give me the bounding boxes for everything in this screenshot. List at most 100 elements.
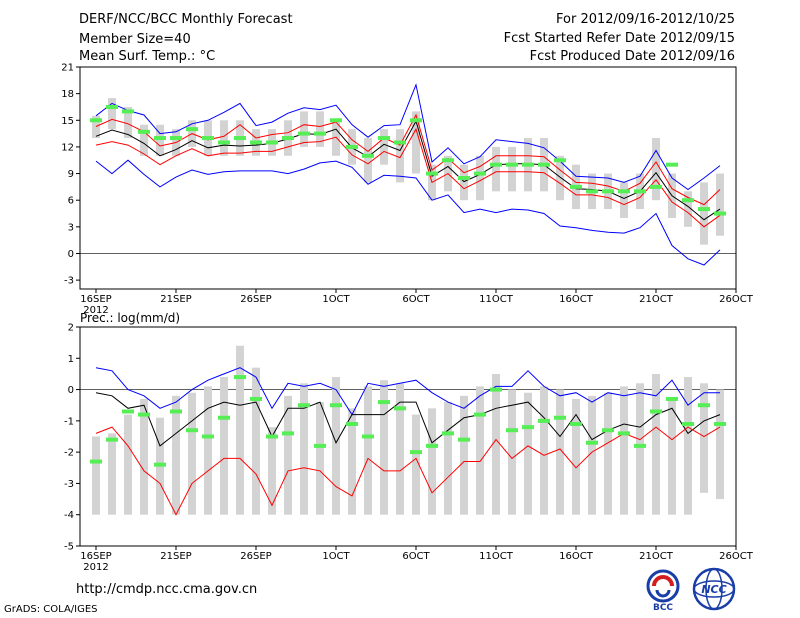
median-marker [394,406,406,411]
bcc-logo: BCC [646,569,680,612]
y-tick-label: -5 [64,542,74,553]
median-marker [458,437,470,442]
median-marker [314,131,326,136]
range-bar [652,373,660,515]
range-bar [460,395,468,515]
x-tick-year-label: 2012 [83,562,108,573]
range-bar [444,402,452,515]
median-marker [122,109,134,114]
median-marker [714,421,726,426]
range-bar [700,182,708,245]
median-marker [426,171,438,176]
y-tick-label: 9 [68,169,74,180]
median-marker [266,434,278,439]
median-marker [602,189,614,194]
range-bar [300,111,308,147]
y-tick-label: 3 [68,222,74,233]
range-bar [140,398,148,515]
median-marker [346,421,358,426]
median-marker [410,118,422,123]
series-line-mean [95,392,721,447]
median-marker [202,434,214,439]
x-tick-label: 26OCT [719,551,754,562]
range-bar [652,138,660,201]
median-marker [426,443,438,448]
plot-frame [79,326,737,547]
median-marker [554,158,566,163]
median-marker [538,418,550,423]
range-bar [524,392,532,515]
range-bar [588,395,596,515]
median-marker [474,171,486,176]
series-line-lower [95,159,721,266]
y-tick-label: -3 [64,276,74,287]
median-marker [522,162,534,167]
range-bar [156,124,164,156]
median-marker [170,409,182,414]
panel-title: Prec.: log(mm/d) [80,311,180,325]
x-tick-year-label: 2012 [83,305,108,316]
range-bar [380,380,388,515]
y-tick-label: 12 [61,142,74,153]
median-marker [298,403,310,408]
median-marker [506,162,518,167]
x-tick-label: 21SEP [160,294,191,305]
range-bar [348,408,356,515]
range-bar [428,408,436,515]
range-bar [508,146,516,192]
range-bar [460,164,468,201]
source-url[interactable]: http://cmdp.ncc.cma.gov.cn [76,582,258,597]
x-tick-label: 11OCT [479,551,514,562]
median-marker [666,162,678,167]
x-tick-label: 21OCT [639,294,674,305]
range-bar [476,155,484,201]
median-marker [346,144,358,149]
y-tick-label: 15 [61,116,74,127]
median-marker [378,400,390,405]
range-bar [140,124,148,156]
median-marker [282,431,294,436]
range-bar [620,182,628,218]
range-bar [364,386,372,515]
range-bar [684,377,692,515]
series-line-upper_mid [95,113,721,206]
x-tick-label: 16SEP [80,551,111,562]
median-marker [554,415,566,420]
range-bar [92,436,100,515]
range-bar [268,427,276,515]
range-bar [492,373,500,515]
median-marker [362,153,374,158]
y-tick-label: 0 [68,249,74,260]
forecast-period: For 2012/09/16-2012/10/25 [556,12,735,27]
x-tick-label: 21OCT [639,551,674,562]
median-marker [122,409,134,414]
range-bar [508,389,516,515]
median-marker [362,434,374,439]
x-tick-label: 16SEP [80,294,111,305]
range-bar [716,389,724,500]
median-marker [266,140,278,145]
range-bar [620,386,628,515]
median-marker [634,189,646,194]
range-bar [380,129,388,165]
x-tick-label: 21SEP [160,551,191,562]
range-bar [684,191,692,227]
median-marker [522,425,534,430]
range-bar [300,383,308,515]
median-marker [106,437,118,442]
median-marker [442,158,454,163]
median-marker [186,127,198,132]
range-bar [236,345,244,515]
software-credit: GrADS: COLA/IGES [4,604,98,615]
median-marker [650,409,662,414]
range-bar [636,383,644,515]
median-marker [650,184,662,189]
median-marker [106,104,118,109]
median-marker [666,396,678,401]
median-marker [138,412,150,417]
range-bar [540,386,548,515]
range-bar [572,398,580,515]
plot-frame [79,66,737,290]
